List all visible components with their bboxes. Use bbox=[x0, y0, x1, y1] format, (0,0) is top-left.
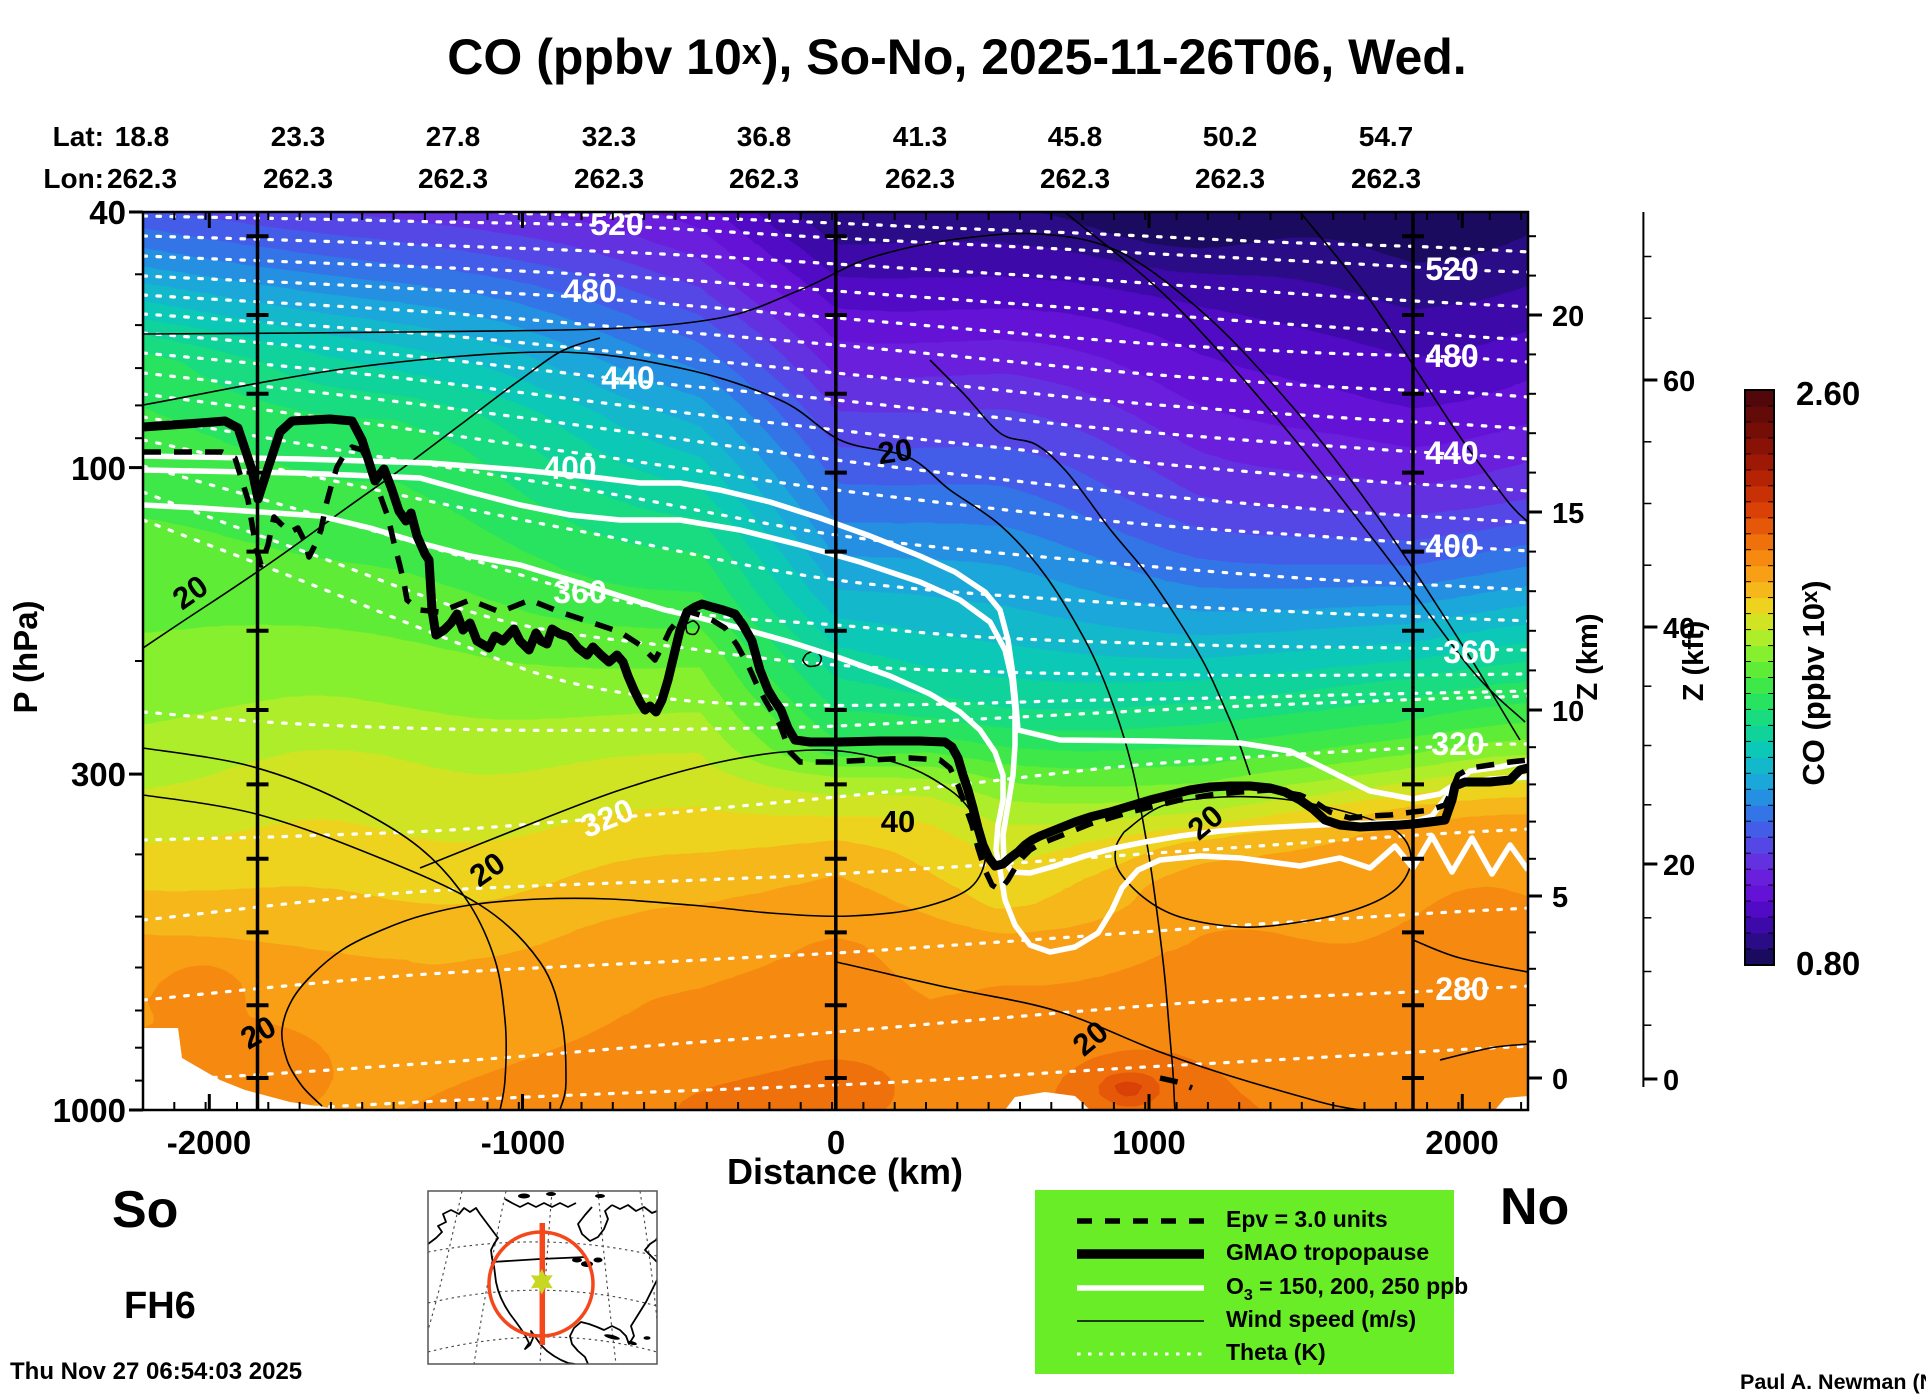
svg-text:262.3: 262.3 bbox=[1040, 163, 1110, 194]
svg-text:100: 100 bbox=[71, 450, 126, 487]
svg-text:GMAO tropopause: GMAO tropopause bbox=[1226, 1239, 1429, 1265]
svg-text:440: 440 bbox=[1425, 435, 1478, 471]
svg-text:360: 360 bbox=[1443, 634, 1496, 670]
svg-text:Thu Nov 27 06:54:03 2025: Thu Nov 27 06:54:03 2025 bbox=[10, 1358, 302, 1385]
svg-text:60: 60 bbox=[1663, 366, 1695, 398]
svg-text:Theta (K): Theta (K) bbox=[1226, 1339, 1326, 1365]
svg-text:262.3: 262.3 bbox=[1351, 163, 1421, 194]
svg-text:50.2: 50.2 bbox=[1203, 121, 1258, 152]
svg-text:262.3: 262.3 bbox=[418, 163, 488, 194]
svg-text:Lat:: Lat: bbox=[53, 121, 104, 152]
svg-text:320: 320 bbox=[1431, 726, 1484, 762]
svg-text:FH6: FH6 bbox=[124, 1285, 196, 1327]
svg-text:2.60: 2.60 bbox=[1796, 375, 1860, 412]
svg-text:-2000: -2000 bbox=[167, 1124, 251, 1161]
svg-text:262.3: 262.3 bbox=[885, 163, 955, 194]
svg-text:-1000: -1000 bbox=[481, 1124, 565, 1161]
svg-text:32.3: 32.3 bbox=[582, 121, 637, 152]
svg-text:Wind speed (m/s): Wind speed (m/s) bbox=[1226, 1306, 1416, 1332]
svg-text:5: 5 bbox=[1552, 882, 1568, 914]
svg-text:CO (ppbv 10x): CO (ppbv 10x) bbox=[1796, 580, 1831, 785]
svg-text:0: 0 bbox=[827, 1124, 845, 1161]
svg-text:O3 = 150, 200, 250 ppb: O3 = 150, 200, 250 ppb bbox=[1226, 1273, 1468, 1304]
svg-text:Epv = 3.0 units: Epv = 3.0 units bbox=[1226, 1206, 1388, 1232]
svg-text:41.3: 41.3 bbox=[893, 121, 948, 152]
svg-text:18.8: 18.8 bbox=[115, 121, 170, 152]
svg-text:15: 15 bbox=[1552, 498, 1584, 530]
svg-text:480: 480 bbox=[563, 273, 616, 309]
svg-text:262.3: 262.3 bbox=[574, 163, 644, 194]
svg-text:0: 0 bbox=[1663, 1065, 1679, 1097]
svg-text:Lon:: Lon: bbox=[43, 163, 104, 194]
svg-text:So: So bbox=[112, 1181, 178, 1239]
svg-text:280: 280 bbox=[1435, 971, 1488, 1007]
svg-text:440: 440 bbox=[601, 360, 654, 396]
svg-text:400: 400 bbox=[543, 450, 596, 486]
svg-text:CO (ppbv 10x), So-No, 2025-11-: CO (ppbv 10x), So-No, 2025-11-26T06, Wed… bbox=[447, 29, 1466, 85]
svg-text:Z (kft): Z (kft) bbox=[1678, 621, 1710, 702]
svg-text:0.80: 0.80 bbox=[1796, 945, 1860, 982]
svg-text:262.3: 262.3 bbox=[729, 163, 799, 194]
svg-text:2000: 2000 bbox=[1425, 1124, 1498, 1161]
svg-text:360: 360 bbox=[553, 574, 606, 610]
svg-text:300: 300 bbox=[71, 756, 126, 793]
svg-text:45.8: 45.8 bbox=[1048, 121, 1103, 152]
svg-text:No: No bbox=[1500, 1178, 1569, 1236]
svg-text:36.8: 36.8 bbox=[737, 121, 792, 152]
svg-text:20: 20 bbox=[1552, 301, 1584, 333]
svg-text:40: 40 bbox=[89, 194, 126, 231]
svg-text:40: 40 bbox=[881, 804, 915, 839]
svg-text:480: 480 bbox=[1425, 338, 1478, 374]
svg-text:1000: 1000 bbox=[1112, 1124, 1185, 1161]
svg-text:400: 400 bbox=[1425, 528, 1478, 564]
svg-text:10: 10 bbox=[1552, 696, 1584, 728]
svg-text:262.3: 262.3 bbox=[107, 163, 177, 194]
svg-text:54.7: 54.7 bbox=[1359, 121, 1414, 152]
svg-text:P (hPa): P (hPa) bbox=[7, 600, 44, 713]
svg-text:20: 20 bbox=[1663, 850, 1695, 882]
svg-text:262.3: 262.3 bbox=[1195, 163, 1265, 194]
svg-text:20: 20 bbox=[876, 432, 915, 471]
svg-text:Distance (km): Distance (km) bbox=[727, 1151, 963, 1192]
svg-text:40: 40 bbox=[1663, 613, 1695, 645]
svg-text:262.3: 262.3 bbox=[263, 163, 333, 194]
svg-text:23.3: 23.3 bbox=[271, 121, 326, 152]
svg-text:520: 520 bbox=[1425, 251, 1478, 287]
svg-text:Paul A. Newman (NASA/GSFC): Paul A. Newman (NASA/GSFC) bbox=[1740, 1370, 1926, 1394]
svg-text:Z (km): Z (km) bbox=[1572, 614, 1604, 701]
svg-text:0: 0 bbox=[1552, 1064, 1568, 1096]
svg-text:1000: 1000 bbox=[53, 1092, 126, 1129]
svg-text:27.8: 27.8 bbox=[426, 121, 481, 152]
